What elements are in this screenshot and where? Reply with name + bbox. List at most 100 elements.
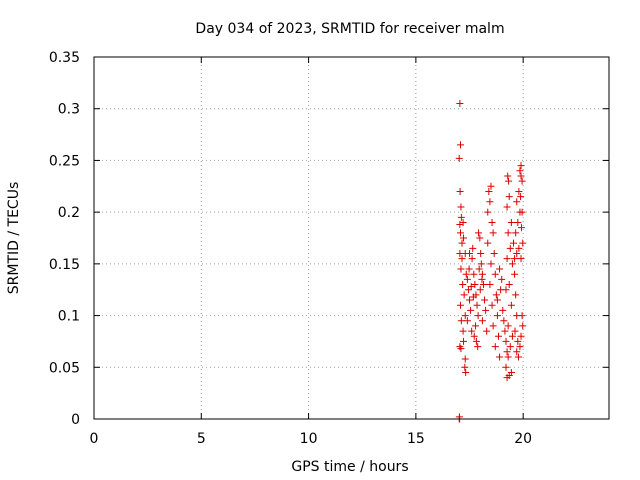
x-tick-label: 15 xyxy=(407,431,425,447)
data-point xyxy=(517,172,525,180)
data-point xyxy=(475,229,483,237)
data-point xyxy=(496,353,504,361)
data-point xyxy=(457,229,465,237)
data-point xyxy=(511,270,519,278)
data-point xyxy=(513,348,521,356)
data-point xyxy=(459,281,467,289)
data-point xyxy=(457,301,465,309)
data-point xyxy=(486,198,494,206)
data-point xyxy=(457,265,465,273)
data-point xyxy=(490,250,498,258)
data-point xyxy=(467,283,475,291)
data-point xyxy=(514,218,522,226)
data-point xyxy=(482,306,490,314)
data-point xyxy=(496,265,504,273)
data-point xyxy=(477,250,485,258)
data-point xyxy=(513,312,521,320)
data-point xyxy=(461,355,469,363)
data-point xyxy=(498,275,506,283)
data-point xyxy=(503,203,511,211)
data-point xyxy=(502,363,510,371)
data-point xyxy=(487,260,495,268)
data-point xyxy=(493,296,501,304)
data-point xyxy=(459,218,467,226)
data-point xyxy=(493,312,501,320)
data-point xyxy=(457,345,465,353)
data-point xyxy=(514,353,522,361)
x-tick-label: 20 xyxy=(514,431,532,447)
chart-title: Day 034 of 2023, SRMTID for receiver mal… xyxy=(195,21,504,37)
data-point xyxy=(472,322,480,330)
x-axis-label: GPS time / hours xyxy=(291,459,408,475)
data-point xyxy=(467,306,475,314)
data-point xyxy=(485,187,493,195)
y-tick-label: 0.15 xyxy=(49,257,80,273)
data-point xyxy=(512,229,520,237)
data-point xyxy=(503,255,511,263)
data-point xyxy=(470,332,478,340)
data-point xyxy=(487,182,495,190)
data-point xyxy=(457,317,465,325)
data-point xyxy=(472,337,480,345)
data-point xyxy=(460,337,468,345)
data-point xyxy=(513,198,521,206)
data-point xyxy=(458,255,466,263)
data-point xyxy=(484,208,492,216)
data-point xyxy=(458,239,466,247)
data-point xyxy=(519,322,527,330)
data-point xyxy=(455,154,463,162)
data-point xyxy=(515,244,523,252)
data-point xyxy=(476,286,484,294)
data-point xyxy=(508,332,516,340)
data-point xyxy=(503,348,511,356)
data-point xyxy=(511,327,519,335)
data-point xyxy=(489,229,497,237)
data-point xyxy=(518,177,526,185)
y-tick-label: 0 xyxy=(71,412,80,428)
data-point xyxy=(494,332,502,340)
data-point xyxy=(456,187,464,195)
x-tick-label: 10 xyxy=(300,431,318,447)
data-point xyxy=(477,260,485,268)
y-tick-label: 0.2 xyxy=(58,205,80,221)
data-point xyxy=(466,250,474,258)
data-point xyxy=(506,244,514,252)
data-point xyxy=(478,275,486,283)
data-point xyxy=(517,162,525,170)
data-point xyxy=(513,250,521,258)
data-point xyxy=(519,239,527,247)
data-point xyxy=(488,218,496,226)
data-point xyxy=(473,301,481,309)
x-tick-label: 0 xyxy=(90,431,99,447)
data-point xyxy=(504,172,512,180)
data-point xyxy=(470,270,478,278)
plot-frame xyxy=(93,56,610,420)
data-point xyxy=(459,327,467,335)
data-point xyxy=(457,213,465,221)
data-point xyxy=(491,270,499,278)
data-points xyxy=(455,100,527,423)
data-point xyxy=(517,255,525,263)
data-point xyxy=(469,244,477,252)
x-tick-label: 5 xyxy=(197,431,206,447)
data-point xyxy=(516,343,524,351)
data-point xyxy=(475,265,483,273)
data-point xyxy=(466,296,474,304)
data-point xyxy=(501,327,509,335)
data-point xyxy=(515,187,523,195)
data-point xyxy=(505,193,513,201)
data-point xyxy=(471,281,479,289)
data-point xyxy=(488,301,496,309)
y-tick-label: 0.1 xyxy=(58,309,80,325)
data-point xyxy=(504,322,512,330)
data-point xyxy=(511,255,519,263)
data-point xyxy=(514,337,522,345)
data-point xyxy=(499,306,507,314)
data-point xyxy=(489,322,497,330)
data-point xyxy=(476,234,484,242)
data-point xyxy=(517,224,525,232)
data-point xyxy=(474,343,482,351)
data-point xyxy=(507,301,515,309)
y-axis-label: SRMTID / TECUs xyxy=(6,182,22,295)
